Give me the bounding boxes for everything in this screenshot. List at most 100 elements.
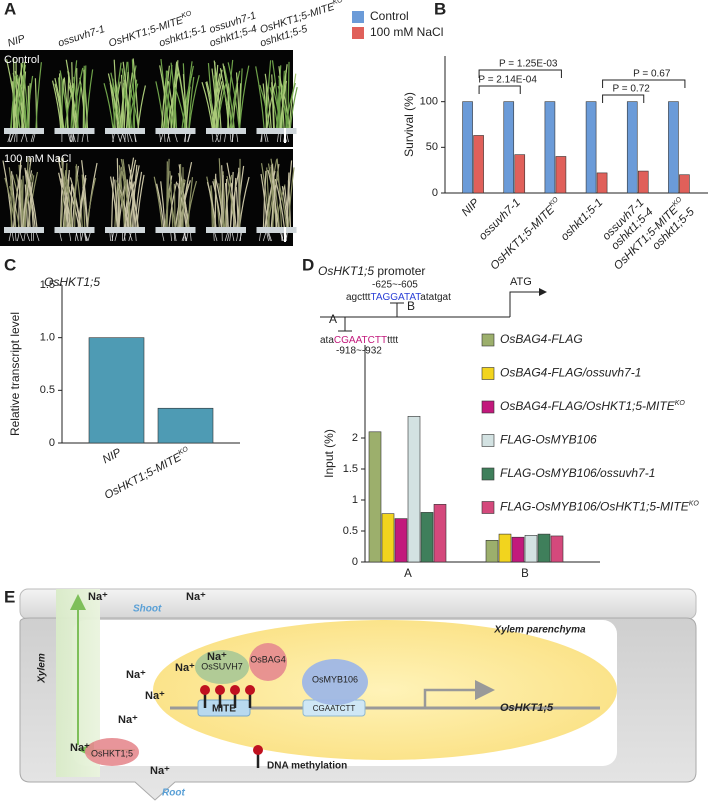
leaf [74, 164, 78, 228]
leaf [65, 59, 76, 129]
root [280, 133, 282, 143]
tray [4, 227, 44, 233]
tray [54, 227, 95, 233]
leaf [25, 169, 36, 228]
root [286, 133, 289, 143]
leaf [126, 65, 137, 129]
ion-label: Na⁺ [186, 591, 206, 603]
root [277, 133, 279, 143]
protein: OsSUVH7 [201, 661, 243, 671]
label-text: FLAG-OsMYB106/OsHKT1;5-MITE [500, 500, 690, 514]
root [174, 133, 178, 143]
seq: atatgat [420, 292, 451, 303]
tray [105, 128, 145, 134]
legend-label: 100 mM NaCl [370, 25, 443, 39]
panel-letter: C [4, 255, 16, 274]
leaf [113, 59, 118, 129]
leaf [112, 78, 115, 129]
y-axis-label: Input (%) [322, 429, 336, 478]
leaf [287, 61, 290, 129]
leaf [188, 75, 200, 129]
bracket [602, 79, 686, 88]
leaf [271, 82, 275, 129]
tray [155, 128, 196, 134]
y-tick-label: 1.5 [40, 279, 55, 291]
x-tick-label: oshkt1;5-1 [559, 197, 605, 243]
protein: OsMYB106 [312, 674, 358, 684]
bar [679, 174, 690, 194]
leaf [271, 164, 278, 228]
site-seq: agctttTAGGATATatatgat [346, 292, 451, 303]
root [135, 232, 137, 242]
root [59, 232, 62, 242]
leaf [153, 176, 163, 228]
leaf [54, 78, 65, 129]
leaf [134, 171, 143, 228]
legend-swatch [481, 501, 495, 514]
leaf [10, 83, 16, 129]
y-tick-label: 50 [426, 141, 438, 153]
leaf [51, 80, 62, 129]
leaf [72, 67, 84, 129]
leaf [276, 158, 283, 228]
leaf [177, 181, 183, 228]
root [8, 232, 12, 242]
leaf [129, 165, 140, 228]
label-text: OsBAG4-FLAG/OsHKT1;5-MITE [500, 399, 676, 413]
root [8, 133, 11, 143]
root [159, 133, 162, 143]
leaf [165, 70, 168, 129]
site-label: A [329, 312, 337, 326]
root [190, 232, 192, 242]
leaf [81, 174, 86, 228]
leaf [216, 82, 224, 129]
root [231, 232, 235, 242]
root [32, 133, 36, 143]
ion-label: Na⁺ [207, 651, 227, 663]
y-tick-label: 1.0 [40, 332, 55, 344]
legend-label: FLAG-OsMYB106/ossuvh7-1 [500, 466, 655, 480]
root [15, 232, 17, 242]
label-text: FLAG-OsMYB106 [500, 433, 597, 447]
leaf [266, 82, 276, 129]
root [129, 232, 133, 242]
label-sup: KO [689, 500, 700, 507]
bar [498, 533, 512, 563]
tray [105, 227, 145, 233]
leaf [159, 65, 170, 129]
root [224, 232, 228, 242]
leaf [255, 66, 265, 129]
ion-label: Na⁺ [126, 669, 146, 681]
leaf [116, 180, 127, 228]
y-tick-label: 1 [352, 494, 358, 506]
leaf [6, 59, 19, 129]
root [183, 232, 185, 242]
leaf [23, 173, 34, 228]
annotation: P = 0.72 [612, 84, 650, 95]
root [123, 232, 126, 242]
title: promoter [377, 264, 425, 278]
root [30, 133, 34, 143]
site-seq: ataCGAATCTTtttt [320, 335, 398, 346]
leaf [277, 178, 288, 228]
root [266, 232, 269, 242]
bar [88, 337, 145, 444]
legend-swatch [352, 27, 364, 39]
root [69, 133, 72, 143]
label-sup: KO [181, 10, 193, 20]
tray [4, 128, 44, 134]
leaf [76, 83, 82, 129]
y-tick-label: 2 [352, 432, 358, 444]
leaf [287, 167, 295, 228]
label-text: OsBAG4-FLAG/ossuvh7-1 [500, 366, 641, 380]
bar [585, 101, 597, 194]
root [262, 232, 267, 242]
leaf [168, 181, 178, 228]
root [32, 232, 35, 242]
bracket [478, 85, 521, 94]
leaf [26, 75, 34, 129]
annotation: P = 0.67 [633, 69, 671, 80]
root [267, 232, 271, 242]
seq: tttt [387, 335, 398, 346]
ions: Na⁺ Na⁺ Na⁺ Na⁺ Na⁺ Na⁺ Na⁺ Na⁺ Na⁺ [70, 591, 227, 777]
